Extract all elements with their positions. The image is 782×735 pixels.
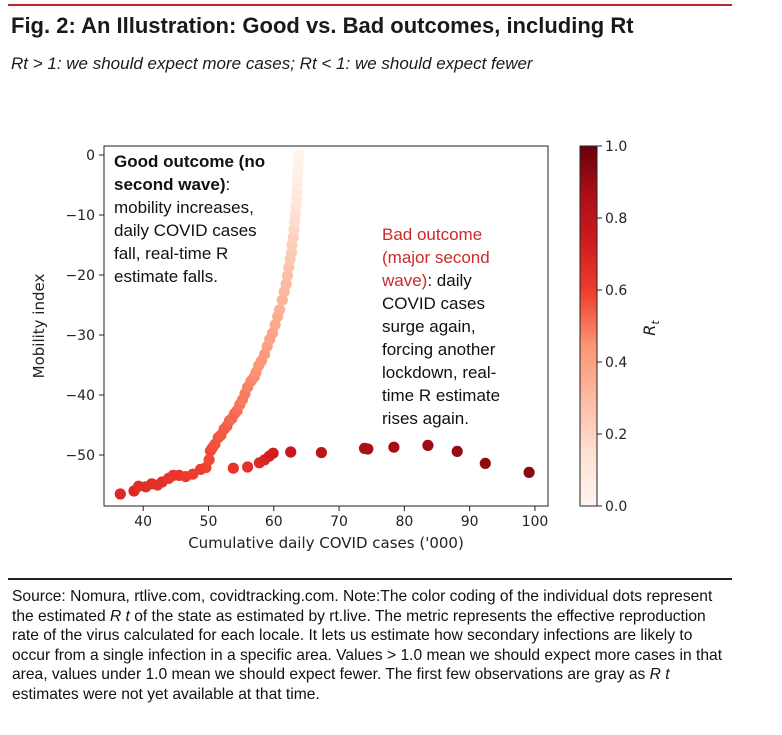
data-point (315, 447, 327, 459)
colorbar-tick-label: 0.0 (605, 499, 627, 515)
annotation-good-outcome: Good outcome (no (114, 152, 265, 171)
x-axis-label: Cumulative daily COVID cases ('000) (188, 534, 464, 552)
x-tick-label: 40 (134, 514, 152, 530)
data-point (267, 447, 279, 459)
data-point (242, 461, 254, 473)
annotation-bad-outcome: rises again. (382, 409, 469, 428)
colorbar (579, 145, 598, 507)
data-point (523, 466, 535, 478)
data-point (281, 270, 294, 282)
data-point (422, 439, 434, 451)
annotation-good-outcome: second wave): (114, 175, 230, 194)
y-tick-label: −30 (65, 328, 95, 344)
colorbar-tick-label: 0.8 (605, 211, 627, 227)
colorbar-tick-label: 0.4 (605, 355, 627, 371)
annotation-good-outcome: daily COVID cases (114, 221, 257, 240)
annotation-bad-outcome: lockdown, real- (382, 363, 496, 382)
y-tick-label: −50 (65, 448, 95, 464)
data-point (227, 462, 239, 474)
x-tick-label: 50 (200, 514, 218, 530)
data-point (285, 446, 297, 458)
y-tick-label: −40 (65, 388, 95, 404)
annotation-good-outcome: mobility increases, (114, 198, 254, 217)
annotation-good-outcome: estimate falls. (114, 267, 218, 286)
y-tick-label: 0 (86, 148, 95, 164)
colorbar-tick-label: 1.0 (605, 139, 627, 155)
annotation-good-outcome: fall, real-time R (114, 244, 228, 263)
footer-rule (8, 578, 732, 580)
data-point (280, 278, 292, 290)
annotation-bad-outcome: surge again, (382, 317, 476, 336)
source-note: Source: Nomura, rtlive.com, covidtrackin… (12, 587, 734, 705)
colorbar-tick-label: 0.6 (605, 283, 627, 299)
scatter-chart: 40 50 60 70 80 90 100 0 −10 −20 −30 −40 −50 Cumulativ… (30, 139, 662, 552)
data-point (276, 294, 288, 306)
y-tick-label: −10 (65, 208, 95, 224)
x-tick-label: 100 (522, 514, 549, 530)
rt-symbol: R t (109, 607, 130, 625)
annotation-bad-outcome: time R estimate (382, 386, 500, 405)
figure-title: Fig. 2: An Illustration: Good vs. Bad ou… (11, 13, 634, 38)
data-point (479, 457, 491, 469)
data-point (451, 445, 463, 457)
x-tick-label: 90 (461, 514, 479, 530)
data-point (293, 149, 305, 161)
figure-subtitle: Rt > 1: we should expect more cases; Rt … (11, 54, 533, 73)
data-point (274, 304, 286, 316)
colorbar-label: Rt (640, 320, 662, 336)
data-point (269, 319, 281, 331)
data-point (203, 454, 215, 466)
x-tick-label: 60 (265, 514, 283, 530)
rt-symbol: R t (649, 666, 670, 684)
y-tick-label: −20 (65, 268, 95, 284)
y-axis-label: Mobility index (30, 274, 48, 379)
x-tick-label: 70 (330, 514, 348, 530)
source-note-part: of the state as estimated by rt.live. Th… (12, 607, 723, 684)
annotation-bad-outcome: COVID cases (382, 294, 485, 313)
plot-frame (103, 145, 549, 507)
data-point (266, 327, 279, 339)
source-note-part: estimates were not yet available at that… (12, 685, 320, 703)
annotation-bad-outcome: forcing another (382, 340, 496, 359)
annotation-bad-outcome: wave): daily (381, 271, 472, 290)
x-tick-label: 80 (395, 514, 413, 530)
annotation-bad-outcome: Bad outcome (382, 225, 482, 244)
header-rule (8, 4, 732, 6)
data-point (388, 441, 400, 453)
data-point (114, 488, 126, 500)
colorbar-tick-label: 0.2 (605, 427, 627, 443)
annotation-bad-outcome: (major second (382, 248, 490, 267)
data-point (362, 443, 374, 455)
source-note-part: Source: Nomura, rtlive.com, covidtrackin… (12, 588, 713, 625)
